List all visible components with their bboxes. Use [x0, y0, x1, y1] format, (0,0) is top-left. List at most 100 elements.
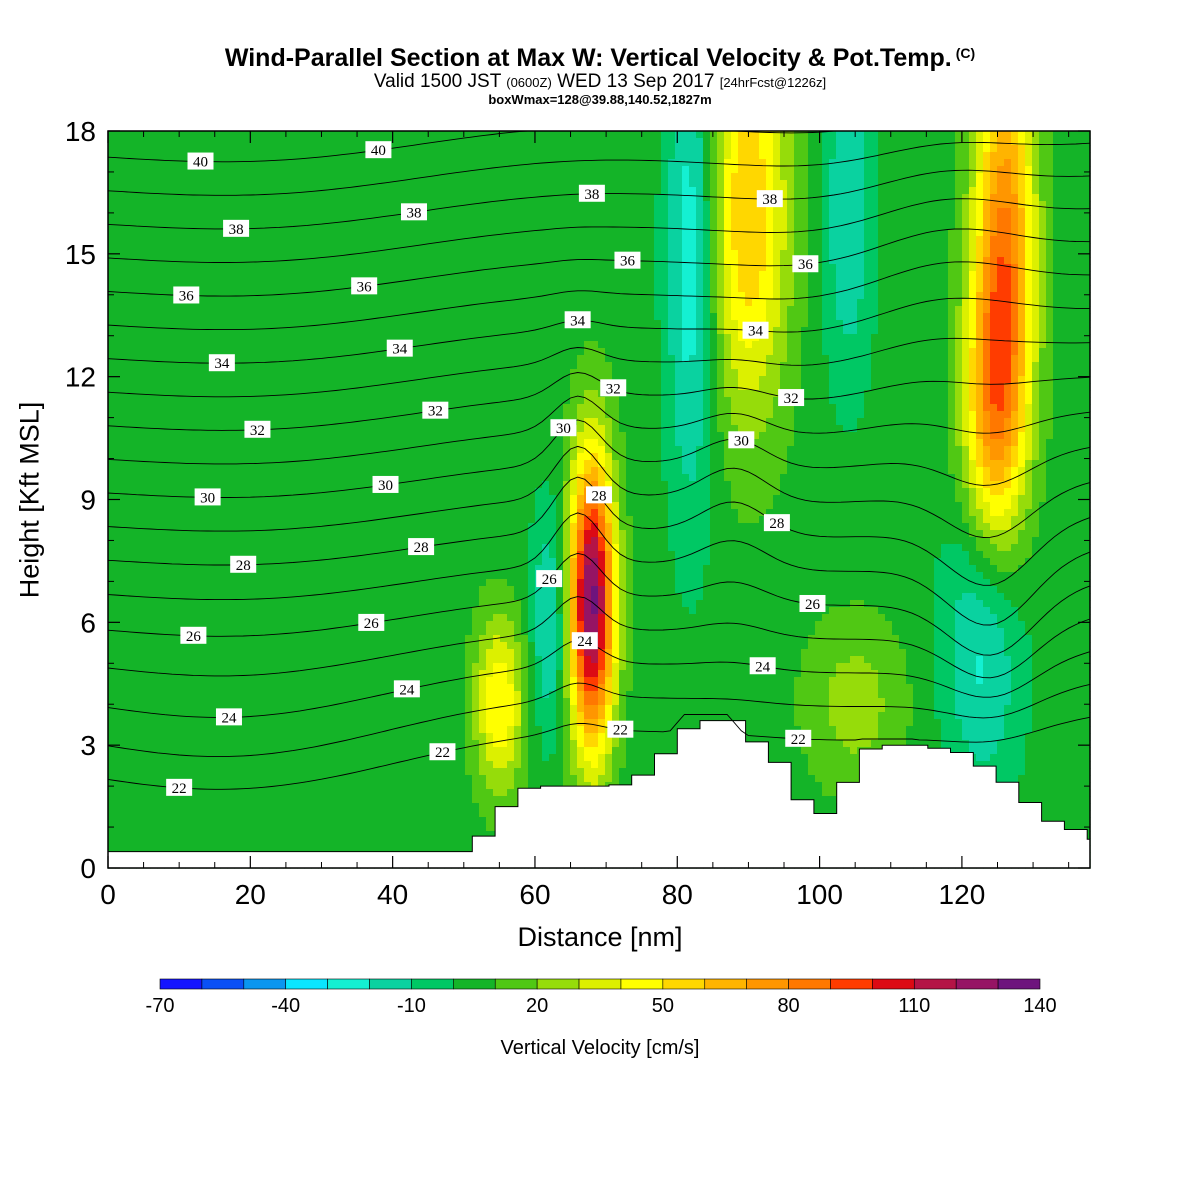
velocity-cell — [115, 376, 123, 384]
velocity-cell — [374, 670, 382, 678]
velocity-cell — [178, 418, 186, 426]
velocity-cell — [213, 453, 221, 461]
velocity-cell — [129, 264, 137, 272]
velocity-cell — [241, 789, 249, 797]
velocity-cell — [234, 145, 242, 153]
velocity-cell — [339, 131, 347, 139]
velocity-cell — [178, 516, 186, 524]
velocity-cell — [122, 460, 130, 468]
velocity-cell — [409, 432, 417, 440]
velocity-cell — [122, 670, 130, 678]
velocity-cell — [346, 677, 354, 685]
velocity-cell — [262, 187, 270, 195]
velocity-cell — [388, 614, 396, 622]
velocity-cell — [213, 418, 221, 426]
velocity-cell — [157, 628, 165, 636]
velocity-cell — [255, 600, 263, 608]
velocity-cell — [388, 537, 396, 545]
velocity-cell — [157, 264, 165, 272]
velocity-cell — [409, 355, 417, 363]
velocity-cell — [283, 838, 291, 846]
velocity-cell — [213, 642, 221, 650]
velocity-cell — [262, 558, 270, 566]
velocity-cell — [423, 222, 431, 230]
velocity-cell — [388, 761, 396, 769]
velocity-cell — [213, 299, 221, 307]
velocity-cell — [241, 439, 249, 447]
velocity-cell — [367, 705, 375, 713]
velocity-cell — [353, 187, 361, 195]
velocity-cell — [367, 551, 375, 559]
velocity-cell — [402, 726, 410, 734]
velocity-cell — [171, 390, 179, 398]
velocity-cell — [374, 313, 382, 321]
velocity-cell — [234, 355, 242, 363]
velocity-cell — [248, 201, 256, 209]
velocity-cell — [185, 838, 193, 846]
velocity-cell — [220, 369, 228, 377]
velocity-cell — [122, 586, 130, 594]
velocity-cell — [157, 201, 165, 209]
velocity-cell — [255, 733, 263, 741]
velocity-cell — [409, 250, 417, 258]
velocity-cell — [115, 453, 123, 461]
velocity-cell — [332, 411, 340, 419]
velocity-cell — [262, 467, 270, 475]
velocity-cell — [276, 383, 284, 391]
velocity-cell — [304, 719, 312, 727]
velocity-cell — [115, 299, 123, 307]
velocity-cell — [381, 376, 389, 384]
velocity-cell — [388, 236, 396, 244]
velocity-cell — [269, 145, 277, 153]
velocity-cell — [311, 831, 319, 839]
velocity-cell — [206, 516, 214, 524]
velocity-cell — [164, 453, 172, 461]
velocity-cell — [213, 138, 221, 146]
velocity-cell — [360, 775, 368, 783]
velocity-cell — [115, 292, 123, 300]
velocity-cell — [115, 782, 123, 790]
velocity-cell — [255, 495, 263, 503]
velocity-cell — [227, 495, 235, 503]
velocity-cell — [353, 705, 361, 713]
velocity-cell — [241, 537, 249, 545]
velocity-cell — [213, 761, 221, 769]
velocity-cell — [122, 229, 130, 237]
velocity-cell — [367, 635, 375, 643]
velocity-cell — [297, 698, 305, 706]
velocity-cell — [430, 341, 438, 349]
velocity-cell — [269, 712, 277, 720]
velocity-cell — [290, 607, 298, 615]
velocity-cell — [360, 635, 368, 643]
velocity-cell — [129, 754, 137, 762]
velocity-cell — [185, 166, 193, 174]
velocity-cell — [227, 264, 235, 272]
velocity-cell — [108, 551, 116, 559]
velocity-cell — [332, 341, 340, 349]
velocity-cell — [185, 404, 193, 412]
velocity-cell — [157, 656, 165, 664]
velocity-cell — [402, 152, 410, 160]
velocity-cell — [171, 362, 179, 370]
velocity-cell — [178, 180, 186, 188]
velocity-cell — [388, 677, 396, 685]
velocity-cell — [423, 383, 431, 391]
velocity-cell — [269, 271, 277, 279]
velocity-cell — [227, 145, 235, 153]
velocity-cell — [185, 796, 193, 804]
velocity-cell — [297, 201, 305, 209]
velocity-cell — [241, 271, 249, 279]
velocity-cell — [108, 418, 116, 426]
velocity-cell — [164, 166, 172, 174]
velocity-cell — [423, 719, 431, 727]
velocity-cell — [318, 432, 326, 440]
velocity-cell — [164, 446, 172, 454]
velocity-cell — [283, 138, 291, 146]
velocity-cell — [157, 250, 165, 258]
velocity-cell — [255, 817, 263, 825]
velocity-cell — [164, 131, 172, 139]
velocity-cell — [171, 495, 179, 503]
velocity-cell — [220, 453, 228, 461]
velocity-cell — [262, 677, 270, 685]
velocity-cell — [318, 817, 326, 825]
